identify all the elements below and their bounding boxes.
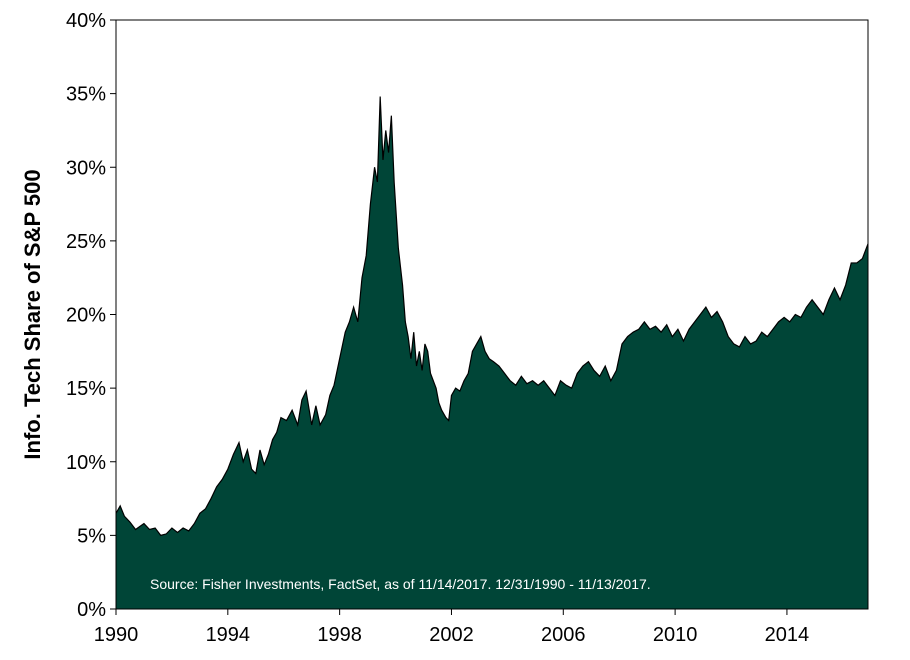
- y-tick-label: 20%: [66, 305, 106, 327]
- y-tick-label: 10%: [66, 452, 106, 474]
- y-axis: 0% 5% 10% 15% 20% 25% 30% 35% 40%: [66, 10, 116, 621]
- y-tick-label: 5%: [77, 525, 106, 547]
- plot-area: [115, 19, 869, 610]
- y-tick-label: 40%: [66, 10, 106, 32]
- y-tick-label: 30%: [66, 157, 106, 179]
- x-tick-label: 2002: [429, 624, 474, 646]
- x-tick-label: 2010: [653, 624, 698, 646]
- x-tick-label: 2014: [765, 624, 810, 646]
- x-tick-label: 1998: [317, 624, 362, 646]
- x-tick-label: 1994: [206, 624, 251, 646]
- series-area-fill: [116, 96, 868, 609]
- y-tick-label: 0%: [77, 599, 106, 621]
- series-line: [115, 96, 869, 537]
- x-axis: 1990 1994 1998 2002 2006 2010 2014: [94, 609, 809, 646]
- y-axis-title: Info. Tech Share of S&P 500: [20, 169, 45, 459]
- x-tick-label: 2006: [541, 624, 586, 646]
- x-tick-label: 1990: [94, 624, 139, 646]
- y-tick-label: 15%: [66, 378, 106, 400]
- y-tick-label: 35%: [66, 84, 106, 106]
- source-annotation: Source: Fisher Investments, FactSet, as …: [150, 576, 651, 592]
- y-tick-label: 25%: [66, 231, 106, 253]
